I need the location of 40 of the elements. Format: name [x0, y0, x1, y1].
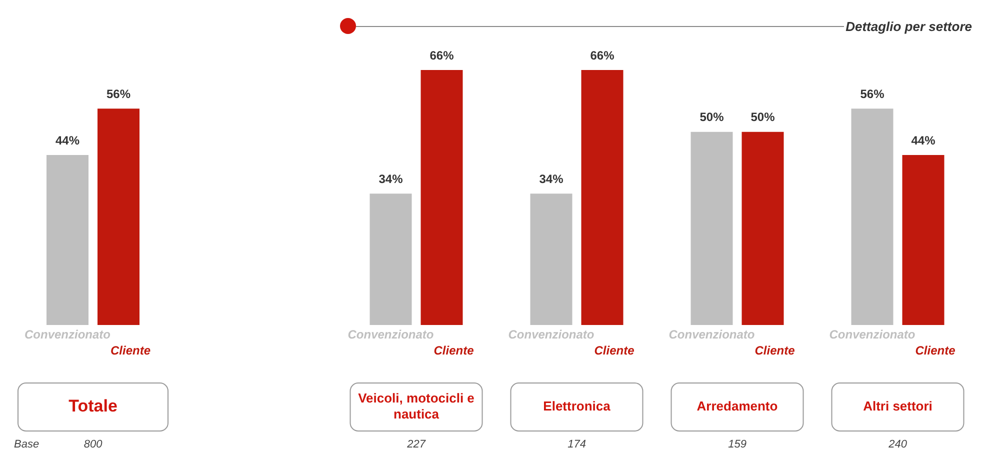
text: 227	[406, 438, 426, 451]
bar	[530, 194, 572, 325]
text: 800	[84, 438, 104, 451]
text: Base	[14, 438, 40, 451]
chart-title: Dettaglio per settore	[844, 18, 972, 34]
data-label: 44%	[55, 133, 80, 148]
text: Convenzionato	[829, 327, 916, 342]
bar	[902, 155, 944, 325]
bar	[742, 132, 784, 325]
series-label: Convenzionato	[24, 327, 110, 342]
data-label: 66%	[590, 48, 615, 62]
bar	[370, 194, 412, 325]
series-label: Convenzionato	[348, 327, 434, 342]
x-tick-label: Altri settori	[863, 398, 932, 414]
text: Convenzionato	[508, 327, 594, 342]
text: Convenzionato	[668, 327, 755, 342]
text: Cliente	[915, 343, 956, 358]
data-label: 50%	[700, 110, 724, 124]
x-tick-label: Veicoli, motocicli e nautica	[358, 390, 474, 422]
text: 240	[888, 438, 908, 451]
data-label: 34%	[539, 172, 564, 186]
text: Cliente	[594, 343, 634, 358]
bar	[420, 70, 463, 325]
data-label: 66%	[430, 48, 454, 62]
data-label: 44%	[911, 133, 936, 148]
x-tick-label: Elettronica	[543, 398, 612, 414]
data-label: 56%	[860, 86, 885, 101]
data-label: 56%	[106, 86, 131, 101]
text: Cliente	[754, 343, 795, 358]
text: 159	[728, 438, 746, 451]
x-tick-label: Totale	[68, 396, 118, 416]
bar	[851, 108, 894, 325]
series-label: Cliente	[110, 343, 151, 358]
bar	[690, 132, 733, 325]
x-tick-label: Arredamento	[696, 398, 778, 414]
data-label: 34%	[378, 172, 404, 186]
data-label: 50%	[750, 110, 776, 124]
bar	[581, 70, 624, 325]
series-label: Cliente	[434, 343, 474, 358]
text: 174	[568, 438, 586, 451]
